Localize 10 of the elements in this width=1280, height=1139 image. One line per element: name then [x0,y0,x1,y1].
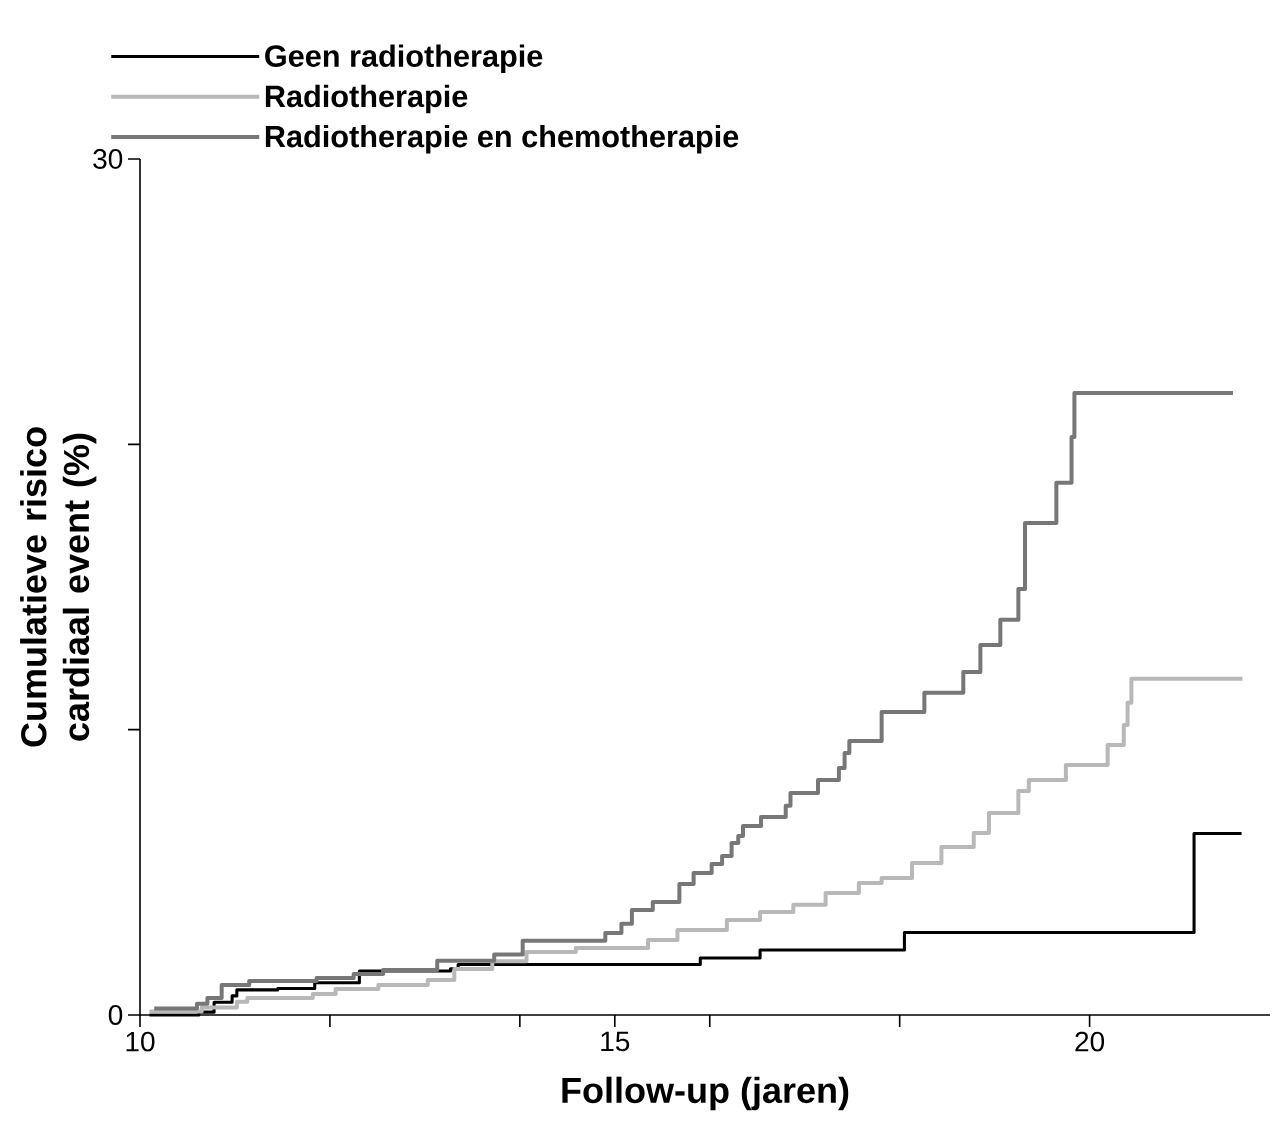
y-axis-title: Cumulatieve risico cardiaal event (%) [20,427,97,747]
legend-label: Radiotherapie [265,84,468,114]
x-tick-label: 10 [126,1031,155,1052]
x-axis-title: Follow-up (jaren) [562,1076,849,1111]
legend-label: Geen radiotherapie [265,44,543,74]
y-tick-label: 30 [93,149,123,169]
legend-label: Radiotherapie en chemotherapie [265,124,739,154]
x-tick-label: 15 [601,1031,630,1052]
y-tick-label: 0 [108,1005,123,1025]
x-tick-label: 20 [1075,1031,1105,1052]
